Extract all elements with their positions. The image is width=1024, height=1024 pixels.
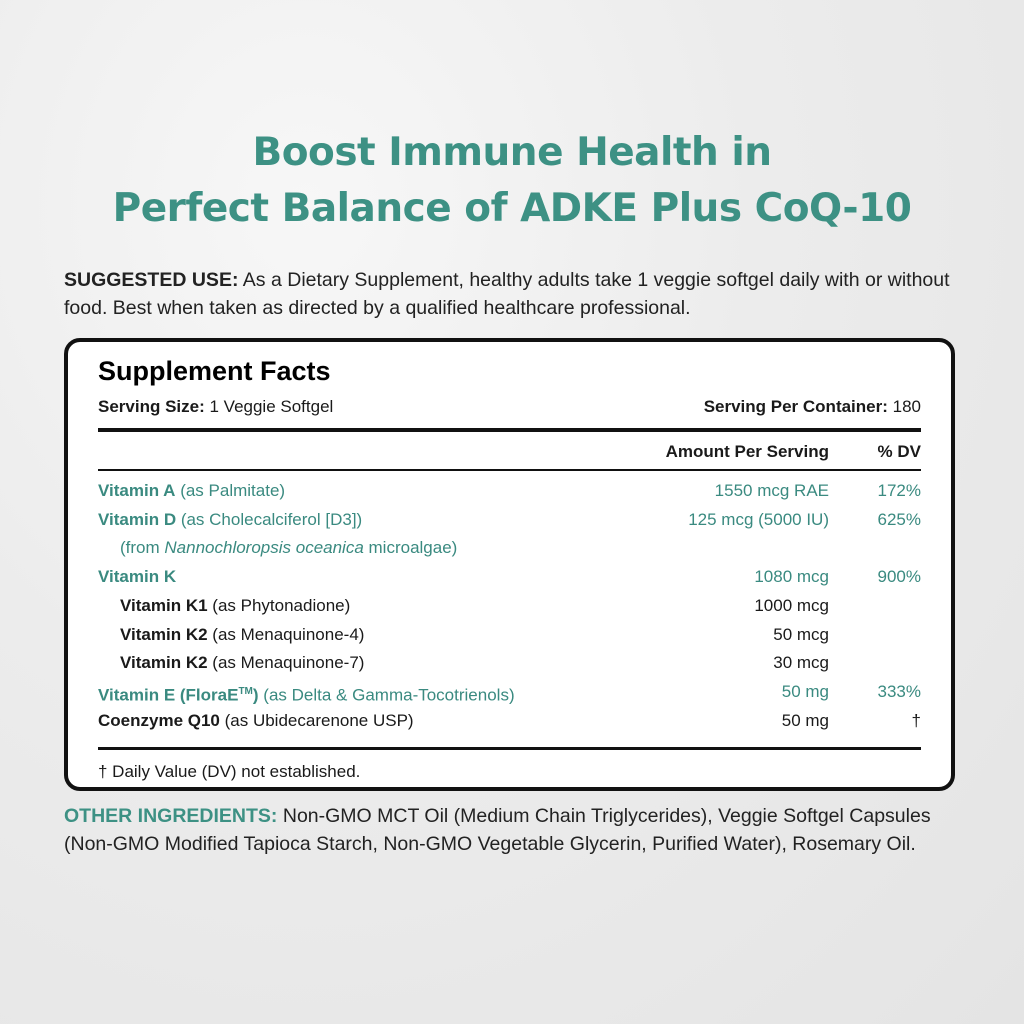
nutrient-amount: 50 mg xyxy=(781,710,829,730)
trademark: TM xyxy=(238,685,253,697)
nutrient-detail: (as Palmitate) xyxy=(175,481,286,500)
nutrient-amount: 50 mcg xyxy=(773,624,829,644)
nutrient-detail: (as Menaquinone-4) xyxy=(207,624,365,644)
other-ingredients: OTHER INGREDIENTS: Non-GMO MCT Oil (Medi… xyxy=(64,802,964,858)
nutrient-amount: 30 mcg xyxy=(773,653,829,673)
nutrient-amount: 1000 mcg xyxy=(754,595,829,615)
footnote: † Daily Value (DV) not established. xyxy=(98,762,361,781)
supplement-facts-panel: Supplement Facts Serving Size: 1 Veggie … xyxy=(64,338,955,791)
nutrient-row: Vitamin A (as Palmitate) 1550 mcg RAE 172% xyxy=(98,479,921,503)
headline-line-1: Boost Immune Health in xyxy=(252,130,773,175)
source-pre: (from xyxy=(120,538,165,558)
nutrient-name: Vitamin E (FloraE xyxy=(98,685,239,705)
other-ingredients-label: OTHER INGREDIENTS: xyxy=(64,805,278,827)
nutrient-dv: † xyxy=(911,710,921,730)
divider xyxy=(98,469,921,471)
source-species: Nannochloropsis oceanica xyxy=(164,538,364,558)
nutrient-name: Vitamin K2 xyxy=(120,653,208,673)
nutrient-detail: (as Menaquinone-7) xyxy=(207,653,365,673)
headline: Boost Immune Health in Perfect Balance o… xyxy=(0,125,1024,237)
nutrient-name: Vitamin K1 xyxy=(120,595,208,615)
nutrient-detail: (as Ubidecarenone USP) xyxy=(219,710,414,730)
nutrient-row: Vitamin D (as Cholecalciferol [D3]) 125 m… xyxy=(98,508,921,532)
nutrient-name: Vitamin D xyxy=(98,509,177,529)
nutrient-name: Vitamin A xyxy=(98,481,176,500)
source-post: microalgae) xyxy=(363,538,458,558)
nutrient-amount: 1080 mcg xyxy=(754,567,829,587)
other-ingredients-text: Non-GMO MCT Oil (Medium Chain Triglyceri… xyxy=(64,805,931,855)
nutrient-amount: 125 mcg (5000 IU) xyxy=(688,509,829,529)
col-dv: % DV xyxy=(877,442,921,461)
servings-label: Serving Per Container: xyxy=(703,397,888,416)
suggested-use-label: SUGGESTED USE: xyxy=(64,269,239,291)
nutrient-row: Vitamin K2 (as Menaquinone-4) 50 mcg xyxy=(98,623,921,647)
thick-divider xyxy=(98,428,921,432)
serving-size-label: Serving Size: xyxy=(98,397,205,416)
nutrient-row: Vitamin E (FloraETM) (as Delta & Gamma-T… xyxy=(98,680,921,705)
nutrient-dv: 625% xyxy=(877,509,921,529)
nutrient-name-close: ) xyxy=(252,685,259,705)
headline-line-2: Perfect Balance of ADKE Plus CoQ-10 xyxy=(112,186,912,231)
column-header: Amount Per Serving % DV xyxy=(98,440,921,464)
bottom-divider xyxy=(98,747,921,750)
nutrient-detail: (as Cholecalciferol [D3]) xyxy=(176,509,363,529)
servings: 180 xyxy=(887,397,921,416)
serving-row: Serving Size: 1 Veggie Softgel Serving P… xyxy=(98,395,921,419)
nutrient-row: (from Nannochloropsis oceanica microalga… xyxy=(98,536,921,560)
facts-title: Supplement Facts xyxy=(98,356,331,386)
nutrient-dv: 900% xyxy=(877,567,921,587)
nutrient-row: Vitamin K2 (as Menaquinone-7) 30 mcg xyxy=(98,651,921,675)
nutrient-detail: (as Phytonadione) xyxy=(207,595,351,615)
nutrient-amount: 50 mg xyxy=(781,681,829,701)
nutrient-name: Vitamin K2 xyxy=(120,624,208,644)
nutrient-row: Vitamin K 1080 mcg 900% xyxy=(98,565,921,589)
nutrient-dv: 172% xyxy=(877,481,921,500)
suggested-use: SUGGESTED USE: As a Dietary Supplement, … xyxy=(64,266,964,322)
col-amount: Amount Per Serving xyxy=(665,442,829,461)
nutrient-name: Coenzyme Q10 xyxy=(98,710,220,730)
nutrient-row: Coenzyme Q10 (as Ubidecarenone USP) 50 mg… xyxy=(98,709,921,733)
nutrient-amount: 1550 mcg RAE xyxy=(714,481,829,500)
nutrient-dv: 333% xyxy=(877,681,921,701)
nutrient-detail: (as Delta & Gamma-Tocotrienols) xyxy=(258,685,515,705)
nutrient-name: Vitamin K xyxy=(98,567,177,587)
nutrient-row: Vitamin K1 (as Phytonadione) 1000 mcg xyxy=(98,594,921,618)
suggested-use-text: As a Dietary Supplement, healthy adults … xyxy=(64,269,950,319)
serving-size: 1 Veggie Softgel xyxy=(204,397,334,416)
